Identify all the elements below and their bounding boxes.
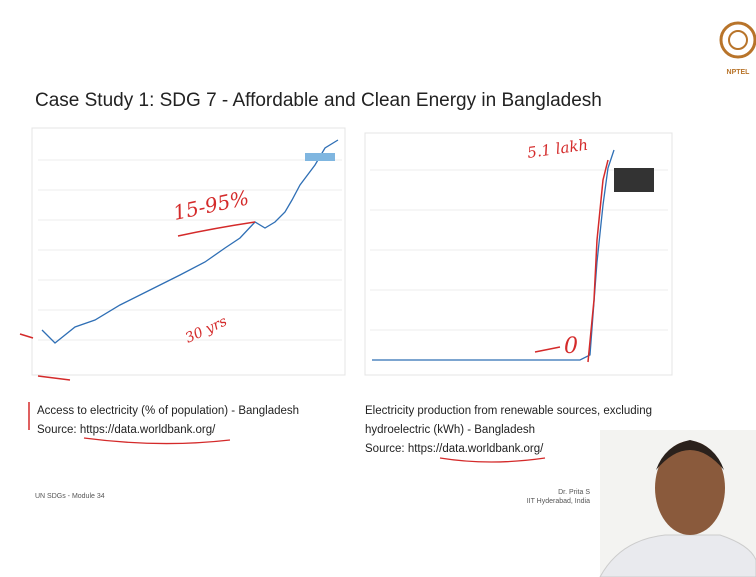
pen-stroke — [440, 458, 545, 462]
tooltip — [305, 153, 335, 161]
slide-canvas: NPTEL Case Study 1: SDG 7 - Affordable a… — [0, 0, 756, 577]
caption: Electricity production from renewable so… — [365, 405, 652, 417]
slide: NPTEL Case Study 1: SDG 7 - Affordable a… — [0, 0, 756, 577]
logo — [721, 23, 755, 57]
caption: Source: https://data.worldbank.org/ — [37, 424, 216, 436]
tooltip — [614, 168, 654, 192]
caption: Source: https://data.worldbank.org/ — [365, 443, 544, 455]
footer-module: UN SDGs - Module 34 — [35, 493, 105, 500]
caption: hydroelectric (kWh) - Bangladesh — [365, 424, 535, 436]
handwriting: 0 — [564, 334, 578, 359]
pen-stroke — [84, 438, 230, 444]
logo-inner — [729, 31, 747, 49]
footer-presenter: Dr. Prita S — [558, 489, 590, 496]
footer-institute: IIT Hyderabad, India — [527, 498, 590, 505]
logo-text: NPTEL — [727, 69, 751, 76]
slide-title: Case Study 1: SDG 7 - Affordable and Cle… — [35, 90, 602, 111]
caption: Access to electricity (% of population) … — [37, 405, 299, 417]
